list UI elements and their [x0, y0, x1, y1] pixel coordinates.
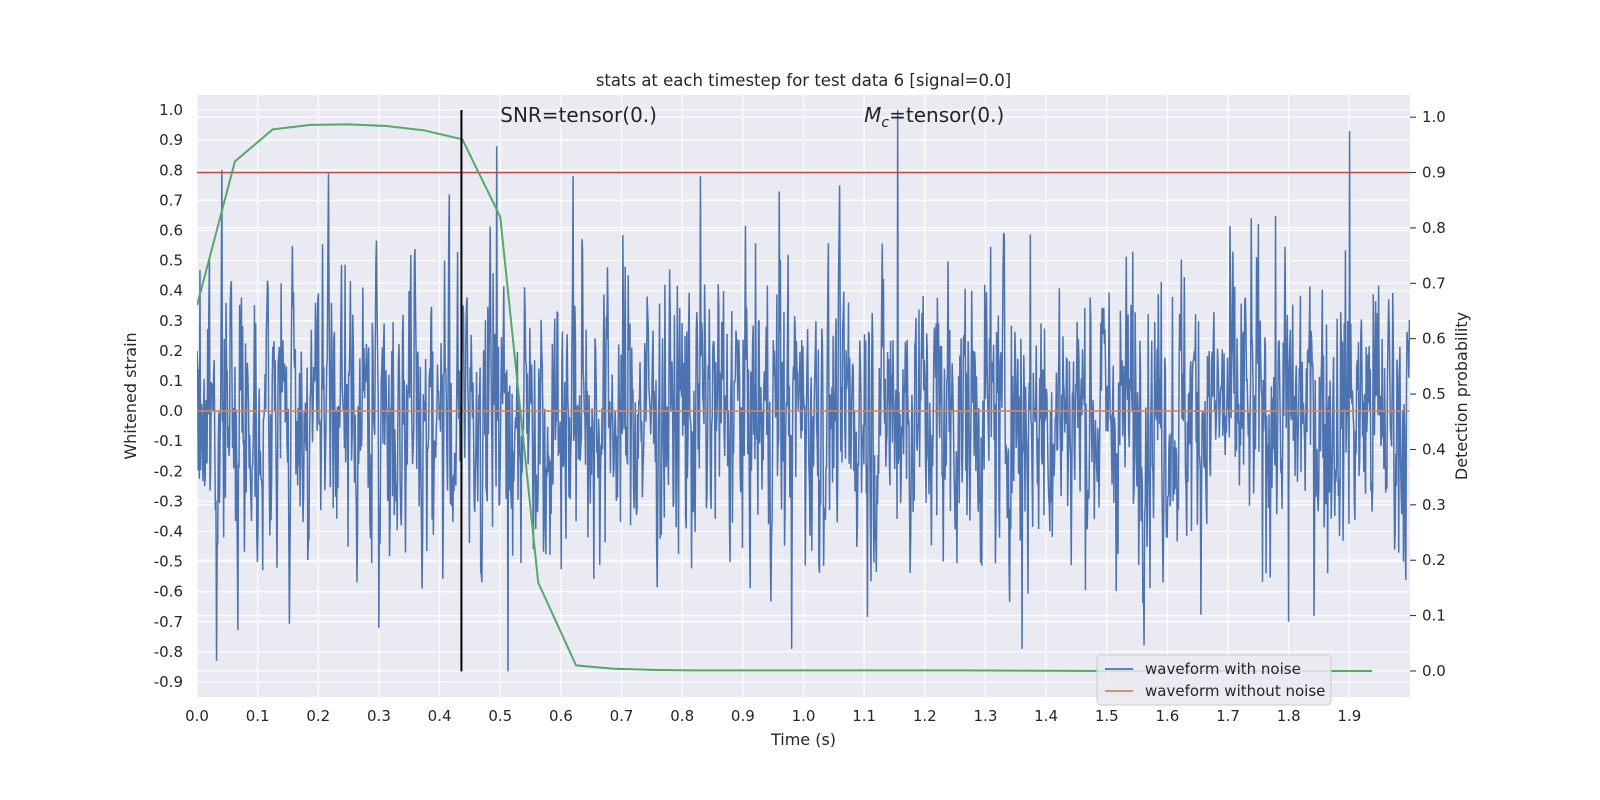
y-tick-label: -0.9	[154, 673, 183, 691]
y2-tick-label: 0.7	[1422, 274, 1446, 292]
y-tick-label: -0.5	[154, 553, 183, 571]
y-tick-label: 0.6	[159, 221, 183, 239]
x-tick-label: 1.7	[1216, 707, 1240, 725]
x-tick-label: 0.4	[428, 707, 452, 725]
legend: waveform with noise waveform without noi…	[1096, 654, 1332, 706]
y-axis-label: Whitened strain	[121, 332, 140, 459]
y2-tick-label: 1.0	[1422, 108, 1446, 126]
y-tick-label: 0.2	[159, 342, 183, 360]
y2-tick-label: 0.5	[1422, 385, 1446, 403]
y-tick-label: 0.4	[159, 282, 183, 300]
series-detection-probability	[197, 123, 1373, 672]
legend-box	[1096, 654, 1332, 706]
legend-label-noise: waveform with noise	[1145, 660, 1301, 678]
y2-tick-label: 0.4	[1422, 440, 1446, 458]
y-tick-label: 1.0	[159, 101, 183, 119]
x-tick-label: 1.2	[913, 707, 937, 725]
y-tick-label: 0.3	[159, 312, 183, 330]
x-tick-label: 1.8	[1277, 707, 1301, 725]
y2-tick-label: 0.8	[1422, 219, 1446, 237]
y-tick-label: 0.5	[159, 252, 183, 270]
x-tick-label: 0.7	[610, 707, 634, 725]
y-tick-label: 0.9	[159, 131, 183, 149]
x-tick-label: 0.6	[549, 707, 573, 725]
mc-symbol: M	[864, 103, 881, 127]
y2-tick-label: 0.1	[1422, 607, 1446, 625]
x-tick-label: 1.6	[1155, 707, 1179, 725]
snr-annotation: SNR=tensor(0.)	[500, 103, 657, 127]
y-tick-label: 0.8	[159, 161, 183, 179]
x-tick-label: 0.1	[246, 707, 270, 725]
y2-tick-label: 0.0	[1422, 662, 1446, 680]
x-tick-label: 0.8	[670, 707, 694, 725]
x-tick-label: 0.9	[731, 707, 755, 725]
mc-value: =tensor(0.)	[889, 103, 1004, 127]
mc-subscript: c	[881, 115, 889, 131]
y-tick-label: -0.1	[154, 432, 183, 450]
y2-tick-label: 0.9	[1422, 164, 1446, 182]
y2-tick-label: 0.6	[1422, 330, 1446, 348]
y-tick-label: -0.7	[154, 613, 183, 631]
x-tick-label: 0.2	[306, 707, 330, 725]
chart-title: stats at each timestep for test data 6 […	[596, 71, 1011, 90]
x-axis-label: Time (s)	[770, 730, 836, 749]
y2-tick-label: 0.2	[1422, 551, 1446, 569]
x-tick-label: 1.5	[1095, 707, 1119, 725]
series-layer	[197, 110, 1410, 672]
y-tick-label: -0.3	[154, 492, 183, 510]
x-tick-label: 1.9	[1337, 707, 1361, 725]
chirp-mass-annotation: Mc=tensor(0.)	[864, 103, 1004, 131]
x-tick-label: 1.0	[792, 707, 816, 725]
y-tick-label: 0.0	[159, 402, 183, 420]
y-tick-label: -0.4	[154, 522, 183, 540]
legend-label-clean: waveform without noise	[1145, 682, 1325, 700]
y-tick-label: 0.7	[159, 191, 183, 209]
x-tick-label: 1.3	[974, 707, 998, 725]
y-tick-label: -0.6	[154, 583, 183, 601]
x-tick-label: 1.4	[1034, 707, 1058, 725]
y-tick-label: -0.8	[154, 643, 183, 661]
x-tick-label: 1.1	[852, 707, 876, 725]
x-tick-label: 0.3	[367, 707, 391, 725]
y2-tick-label: 0.3	[1422, 496, 1446, 514]
y-tick-label: 0.1	[159, 372, 183, 390]
x-tick-label: 0.0	[185, 707, 209, 725]
y-tick-label: -0.2	[154, 462, 183, 480]
ticks-layer: 0.0 0.1 0.2 0.3 0.4 0.5 0.6 0.7 0.8 0.9 1.0 1.1 1.2 1…	[154, 101, 1446, 725]
x-tick-label: 0.5	[488, 707, 512, 725]
series-waveform-with-noise	[197, 110, 1410, 672]
y2-axis-label: Detection probability	[1452, 312, 1471, 480]
